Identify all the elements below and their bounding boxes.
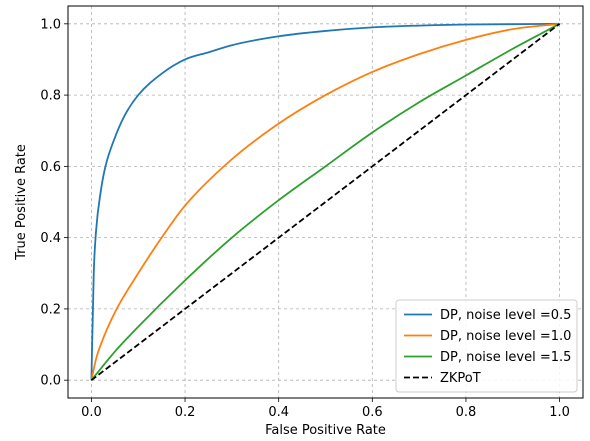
x-tick-label: 0.0 — [81, 405, 102, 420]
legend-label: DP, noise level =0.5 — [440, 308, 571, 323]
x-tick-label: 0.2 — [175, 405, 196, 420]
legend-label: DP, noise level =1.5 — [440, 350, 571, 365]
y-axis-label: True Positive Rate — [14, 144, 29, 261]
series-line-1 — [90, 22, 560, 381]
x-tick-label: 1.0 — [549, 405, 570, 420]
x-axis-label: False Positive Rate — [265, 423, 386, 438]
y-tick-label: 0.6 — [40, 160, 61, 175]
plot-frame — [67, 5, 584, 399]
y-tick-label: 0.4 — [40, 231, 61, 246]
y-tick-label: 0.8 — [40, 89, 61, 104]
legend-label: DP, noise level =1.0 — [440, 329, 571, 344]
y-tick-label: 1.0 — [40, 17, 61, 32]
x-tick-label: 0.4 — [268, 405, 289, 420]
axis-ticks: 0.0 0.2 0.4 0.6 0.8 1.0 0.0 0.2 0.4 0.6 0.8 1.0 — [40, 17, 570, 420]
legend: DP, noise level =0.5 DP, noise level =1.0… — [395, 299, 578, 393]
x-tick-label: 0.6 — [362, 405, 383, 420]
series-line-3 — [90, 23, 561, 381]
series-lines — [90, 22, 561, 381]
legend-label: ZKPoT — [440, 371, 481, 386]
x-tick-label: 0.8 — [456, 405, 477, 420]
legend-box — [395, 299, 578, 393]
series-line-4 — [90, 23, 561, 381]
y-tick-label: 0.2 — [40, 302, 61, 317]
y-tick-label: 0.0 — [40, 374, 61, 389]
series-line-2 — [90, 22, 560, 381]
